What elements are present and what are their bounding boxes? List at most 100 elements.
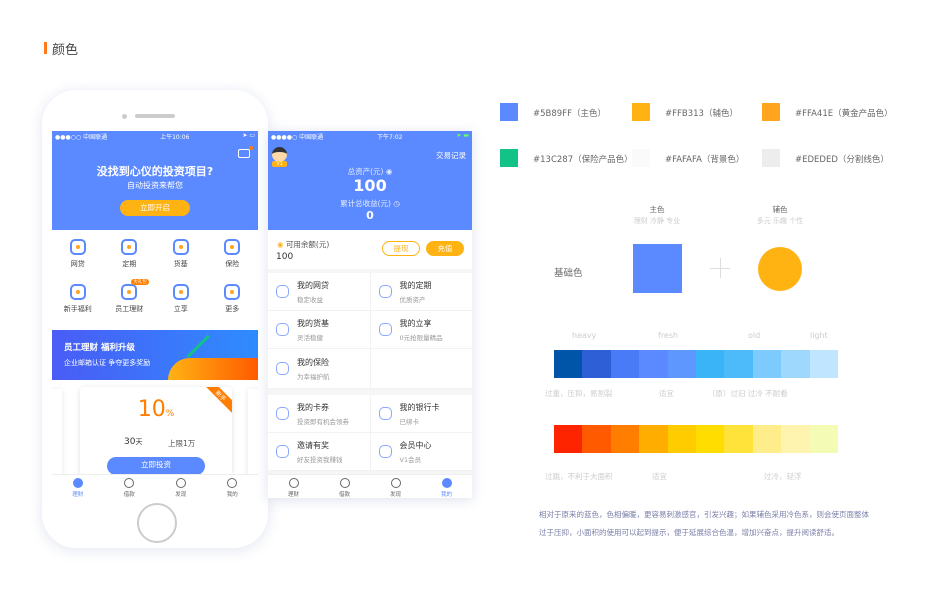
piggy-bank-icon — [276, 323, 289, 336]
avatar[interactable] — [272, 147, 287, 162]
menu-item[interactable]: 邀请有奖好友投资我赚钱 — [268, 433, 371, 470]
menu-row: 邀请有奖好友投资我赚钱 会员中心 V1会员 — [268, 433, 472, 471]
grid-item[interactable]: 更多 — [207, 280, 259, 325]
scale-step — [554, 350, 583, 378]
grid-label: 更多 — [225, 305, 240, 313]
tab-item[interactable]: 理财 — [268, 475, 319, 498]
coin-icon: ◉ — [277, 240, 284, 249]
scale-step — [582, 425, 611, 453]
tab-label: 理财 — [72, 492, 84, 498]
scale-step — [610, 350, 640, 378]
term-unit: 天 — [135, 438, 143, 446]
menu-subtitle: 好友投资我赚钱 — [297, 455, 343, 464]
scale-label: fresh — [658, 331, 679, 340]
coins-icon — [276, 285, 289, 298]
tab-bar: 理财 借款 发现 我的 — [268, 474, 472, 498]
menu-title: 会员中心 — [399, 440, 432, 450]
transaction-records-link[interactable]: 交易记录 — [436, 151, 466, 160]
battery-icon: ➤ ▭ — [242, 132, 255, 139]
warm-note: 过跳，不利于大面积 — [545, 472, 613, 481]
menu-row: 我的货基 灵活稳健 我的立享 0元抢限量精品 — [268, 311, 472, 349]
tab-item[interactable]: 发现 — [370, 475, 421, 498]
scale-step — [554, 425, 583, 453]
description-line: 过于压抑，小面积的使用可以起到提示，便于延展综合色温，增加兴奋点，提升阅读舒适。 — [539, 528, 839, 537]
rate-unit: % — [165, 409, 175, 419]
rate-value: 10 — [137, 397, 166, 422]
tab-item[interactable]: 借款 — [104, 475, 156, 498]
invest-button[interactable]: 立即投资 — [107, 457, 205, 475]
secondary-desc: 多元 乐趣 个性 — [756, 217, 804, 225]
camera — [122, 114, 127, 119]
menu-title: 我的货基 — [297, 318, 329, 328]
total-assets-label: 总资产(元) — [347, 167, 384, 176]
grid-item[interactable]: 定期 — [104, 235, 156, 280]
primary-swatch — [633, 244, 682, 293]
color-label: #13C287（保险产品色） — [533, 155, 633, 165]
calendar-icon — [378, 285, 392, 298]
secondary-swatch — [758, 247, 802, 291]
product-card[interactable]: 新手 10% 30天 上限1万 立即投资 — [80, 387, 232, 477]
more-icon — [224, 284, 241, 300]
next-card[interactable] — [248, 389, 258, 489]
grid-item[interactable]: 网贷 — [52, 235, 104, 280]
balance-value: 100 — [276, 252, 294, 262]
title-accent — [44, 42, 47, 54]
menu-item[interactable]: 我的保险 为幸福护航 — [268, 349, 371, 388]
tab-label: 我的 — [226, 492, 238, 498]
grid-label: 员工理财 — [115, 305, 144, 313]
prev-card[interactable] — [52, 389, 62, 489]
basic-color-label: 基础色 — [554, 268, 583, 279]
tab-item[interactable]: 借款 — [319, 475, 370, 498]
scale-step — [752, 425, 782, 453]
description: 相对于原来的蓝色，色相偏暖，更容易刺激感官，引发兴趣；如果辅色采用冷色系，则会使… — [539, 506, 869, 542]
primary-heading: 主色 — [649, 205, 665, 214]
description-line: 相对于原来的蓝色，色相偏暖，更容易刺激感官，引发兴趣；如果辅色采用冷色系，则会使… — [539, 510, 869, 519]
menu-title: 邀请有奖 — [297, 440, 329, 450]
color-swatch — [762, 103, 780, 121]
grid-label: 立享 — [173, 305, 188, 313]
carrier: ●●●○○ 中国联通 — [55, 134, 108, 141]
withdraw-button[interactable]: 提现 — [382, 241, 420, 256]
grid-item[interactable]: 保险 — [207, 235, 259, 280]
home-button[interactable] — [137, 503, 177, 543]
scale-step — [781, 425, 810, 453]
total-income-label: 累计总收益(元) — [340, 199, 391, 208]
message-icon[interactable] — [238, 146, 253, 158]
menu-item[interactable]: 我的银行卡 已绑卡 — [371, 395, 473, 432]
scale-step — [696, 425, 725, 453]
banner-subtitle: 企业邮箱认证 争夺更多奖励 — [64, 359, 151, 367]
grid-item[interactable]: 立享 — [155, 280, 207, 325]
menu-row: 我的卡券 投资即有机会领券 我的银行卡 已绑卡 — [268, 395, 472, 433]
menu-item[interactable]: 我的货基 灵活稳健 — [268, 311, 371, 348]
menu-item[interactable]: 我的网贷 稳定收益 — [268, 273, 371, 310]
grid-item[interactable]: 货基 — [155, 235, 207, 280]
piggy-bank-icon — [172, 239, 189, 255]
scale-step — [610, 425, 640, 453]
menu-row: 我的保险 为幸福护航 — [268, 349, 472, 389]
color-label: #5B89FF（主色） — [533, 109, 606, 119]
menu-subtitle: V1会员 — [399, 455, 422, 464]
menu-item[interactable]: 我的立享 0元抢限量精品 — [371, 311, 473, 348]
term-days: 30 — [124, 437, 136, 447]
grid-item[interactable]: 大礼包 员工理财 — [104, 279, 156, 325]
menu-item[interactable]: 我的卡券 投资即有机会领券 — [268, 395, 371, 432]
tab-item[interactable]: 发现 — [155, 475, 207, 498]
grid-label: 网贷 — [70, 260, 85, 268]
eye-icon[interactable]: ◉ — [385, 167, 393, 176]
menu-subtitle: 投资即有机会领券 — [297, 417, 349, 426]
grid-item[interactable]: 新手福利 — [52, 280, 104, 325]
menu-item[interactable]: 会员中心 V1会员 — [371, 433, 473, 470]
scale-step — [639, 425, 668, 453]
home-screen: ●●●○○ 中国联通 上午10:06 ➤ ▭ 没找到心仪的投资项目? 自动投资来帮您… — [52, 131, 258, 498]
tab-item[interactable]: 理财 — [52, 475, 104, 498]
carrier: ●●●●○ 中国联通 — [271, 134, 324, 141]
recharge-button[interactable]: 充值 — [426, 241, 464, 256]
employee-banner[interactable]: 员工理财 福利升级 企业邮箱认证 争夺更多奖励 — [52, 330, 258, 380]
menu-item[interactable]: 我的定期 优质资产 — [371, 273, 473, 310]
start-button[interactable]: 立即开启 — [120, 200, 190, 216]
tab-item[interactable]: 我的 — [207, 475, 259, 498]
user-icon — [227, 478, 238, 488]
tab-item[interactable]: 我的 — [421, 475, 472, 498]
shield-icon — [224, 239, 241, 255]
primary-desc: 理财 冷静 专业 — [633, 217, 681, 225]
